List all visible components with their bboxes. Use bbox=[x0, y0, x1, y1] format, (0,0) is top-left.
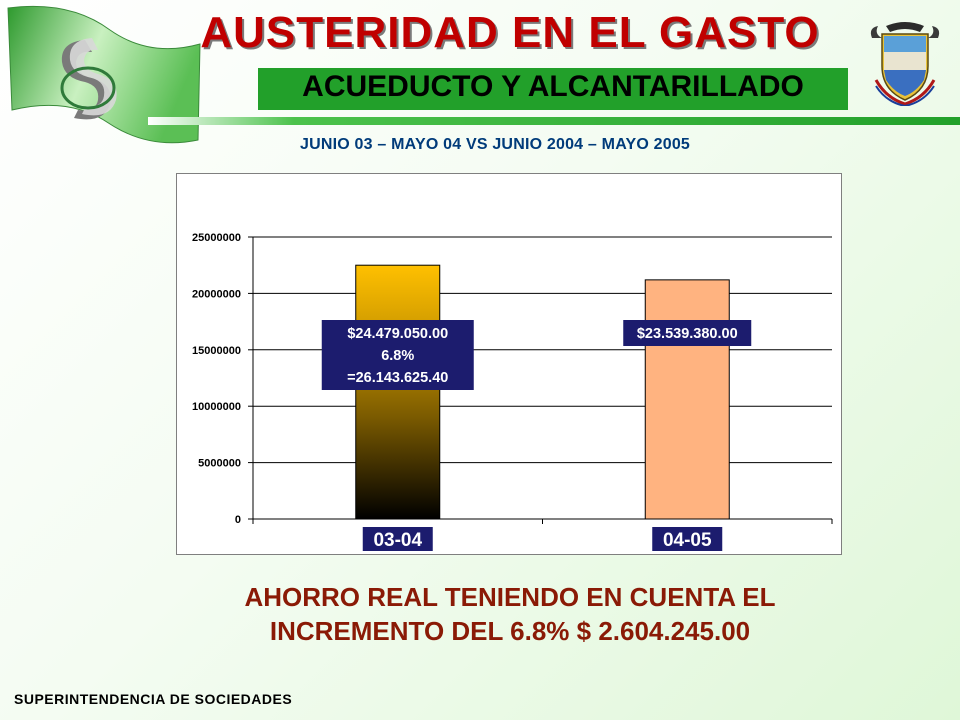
y-tick-label: 20000000 bbox=[192, 288, 241, 300]
bar-chart: 0 5000000 10000000 15000000 20000000 25000000… bbox=[192, 232, 833, 551]
data-label: $24.479.050.00 bbox=[347, 326, 448, 342]
comparison-period: JUNIO 03 – MAYO 04 VS JUNIO 2004 – MAYO … bbox=[300, 136, 691, 153]
data-label: 6.8% bbox=[381, 348, 414, 364]
category-label: 04-05 bbox=[663, 530, 712, 551]
category-label-box bbox=[652, 527, 723, 551]
footer-organization: SUPERINTENDENCIA DE SOCIEDADES bbox=[14, 691, 293, 707]
category-label-box bbox=[362, 527, 433, 551]
data-label-box bbox=[623, 320, 752, 346]
coat-of-arms-icon bbox=[870, 22, 940, 106]
page-title: AUSTERIDAD EN EL GASTO bbox=[200, 8, 820, 57]
superintendencia-flag-logo bbox=[7, 5, 201, 144]
bar-04-05 bbox=[644, 279, 730, 520]
data-label-box bbox=[321, 320, 474, 390]
savings-statement: AHORRO REAL TENIENDO EN CUENTA EL INCREM… bbox=[150, 580, 870, 648]
y-tick-label: 10000000 bbox=[192, 401, 241, 413]
bar-03-04 bbox=[355, 264, 441, 520]
savings-line-2: INCREMENTO DEL 6.8% $ 2.604.245.00 bbox=[269, 616, 751, 646]
y-tick-label: 15000000 bbox=[192, 345, 241, 357]
subtitle-background bbox=[258, 68, 848, 110]
y-tick-label: 5000000 bbox=[198, 458, 241, 470]
category-label: 03-04 bbox=[373, 530, 422, 551]
y-tick-label: 25000000 bbox=[192, 232, 241, 244]
header-divider bbox=[148, 117, 960, 125]
page-subtitle: ACUEDUCTO Y ALCANTARILLADO bbox=[302, 70, 804, 103]
y-tick-label: 0 bbox=[235, 514, 241, 526]
savings-line-1: AHORRO REAL TENIENDO EN CUENTA EL bbox=[244, 582, 776, 612]
data-label: $23.539.380.00 bbox=[637, 326, 738, 342]
data-label: =26.143.625.40 bbox=[347, 370, 448, 386]
